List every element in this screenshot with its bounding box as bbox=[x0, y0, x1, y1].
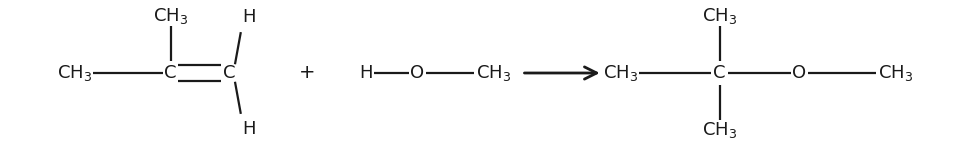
Text: H: H bbox=[242, 120, 255, 138]
Text: C: C bbox=[223, 64, 235, 82]
Text: H: H bbox=[242, 8, 255, 26]
Text: C: C bbox=[714, 64, 725, 82]
Text: $\mathregular{CH_3}$: $\mathregular{CH_3}$ bbox=[476, 63, 511, 83]
Text: $\mathregular{CH_3}$: $\mathregular{CH_3}$ bbox=[878, 63, 913, 83]
Text: O: O bbox=[410, 64, 424, 82]
Text: $\mathregular{CH_3}$: $\mathregular{CH_3}$ bbox=[702, 120, 737, 140]
Text: +: + bbox=[299, 64, 315, 82]
Text: H: H bbox=[359, 64, 372, 82]
Text: O: O bbox=[793, 64, 806, 82]
Text: C: C bbox=[165, 64, 176, 82]
Text: $\mathregular{CH_3}$: $\mathregular{CH_3}$ bbox=[153, 6, 188, 26]
Text: $\mathregular{CH_3}$: $\mathregular{CH_3}$ bbox=[58, 63, 93, 83]
Text: $\mathregular{CH_3}$: $\mathregular{CH_3}$ bbox=[604, 63, 639, 83]
Text: $\mathregular{CH_3}$: $\mathregular{CH_3}$ bbox=[702, 6, 737, 26]
